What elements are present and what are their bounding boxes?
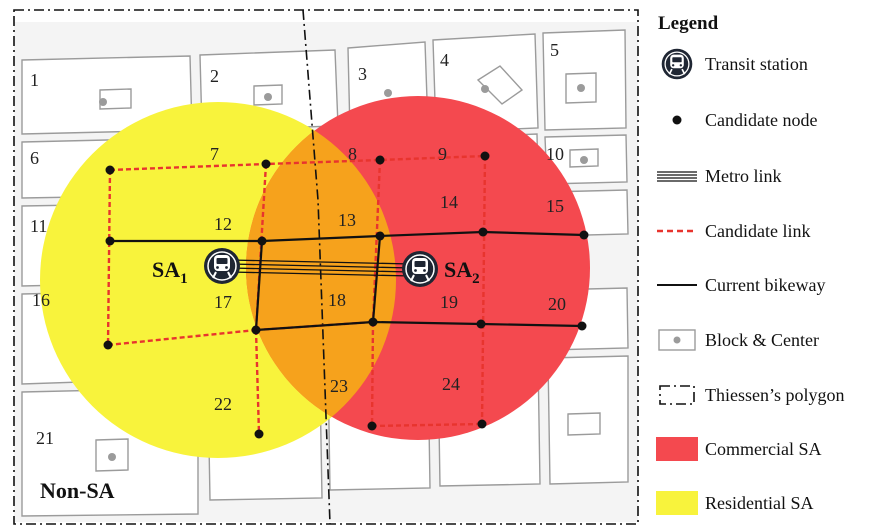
transit-station-icon — [655, 47, 699, 81]
legend-item-block-center: Block & Center — [655, 325, 819, 355]
block-label-9: 9 — [438, 144, 447, 164]
legend-item-label: Thiessen’s polygon — [705, 384, 845, 405]
block-label-4: 4 — [440, 50, 449, 70]
legend-item-candidate-node: Candidate node — [655, 105, 817, 135]
legend-item-current-bikeway: Current bikeway — [655, 270, 825, 300]
legend-item-label: Block & Center — [705, 329, 819, 350]
block-label-5: 5 — [550, 40, 559, 60]
candidate-link-icon — [655, 216, 699, 246]
transit-station-sa2-icon[interactable] — [401, 250, 439, 288]
block-label-20: 20 — [548, 294, 566, 314]
legend-item-residential-sa: Residential SA — [655, 488, 814, 518]
legend-item-commercial-sa: Commercial SA — [655, 434, 821, 464]
station-label-sa2: SA2 — [444, 257, 480, 287]
block-label-23: 23 — [330, 376, 348, 396]
non-sa-label: Non-SA — [40, 478, 115, 503]
block-label-1: 1 — [30, 70, 39, 90]
legend-item-label: Commercial SA — [705, 438, 822, 459]
block-center-icon — [655, 325, 699, 355]
block-label-16: 16 — [32, 290, 50, 310]
sa-overlap-area — [246, 102, 396, 440]
current-bikeway-icon — [655, 270, 699, 300]
thiessen-polygon-icon — [655, 380, 699, 410]
block-label-12: 12 — [214, 214, 232, 234]
block-label-17: 17 — [214, 292, 232, 312]
block-label-8: 8 — [348, 144, 357, 164]
transit-station-sa1-icon[interactable] — [203, 247, 241, 285]
block-label-18: 18 — [328, 290, 346, 310]
block-label-10: 10 — [546, 144, 564, 164]
legend-title: Legend — [658, 13, 719, 34]
block-label-2: 2 — [210, 66, 219, 86]
legend-item-label: Candidate node — [705, 109, 818, 130]
station-label-sa1: SA1 — [152, 257, 188, 287]
residential-sa-swatch — [655, 488, 699, 518]
metro-link-icon — [655, 161, 699, 191]
block-label-24: 24 — [442, 374, 460, 394]
commercial-sa-swatch — [655, 434, 699, 464]
metro-link — [229, 259, 413, 277]
legend: Legend Transit station Candidate node Metr… — [655, 10, 891, 515]
legend-item-metro-link: Metro link — [655, 161, 782, 191]
building-block-4 — [476, 65, 524, 105]
legend-item-label: Metro link — [705, 165, 782, 186]
block-label-21: 21 — [36, 428, 54, 448]
center-box-25 — [567, 412, 601, 436]
block-label-11: 11 — [30, 216, 47, 236]
block-label-14: 14 — [440, 192, 458, 212]
block-label-19: 19 — [440, 292, 458, 312]
current-bikeways — [110, 230, 585, 332]
candidate-nodes — [103, 151, 589, 439]
block-label-15: 15 — [546, 196, 564, 216]
block-label-7: 7 — [210, 144, 219, 164]
legend-item-candidate-link: Candidate link — [655, 216, 810, 246]
block-centers — [99, 84, 588, 461]
candidate-node-icon — [655, 105, 699, 135]
block-label-3: 3 — [358, 64, 367, 84]
block-label-22: 22 — [214, 394, 232, 414]
legend-item-label: Transit station — [705, 53, 808, 74]
legend-item-label: Current bikeway — [705, 274, 826, 295]
legend-item-label: Candidate link — [705, 220, 811, 241]
legend-item-thiessen-polygon: Thiessen’s polygon — [655, 380, 845, 410]
block-label-6: 6 — [30, 148, 39, 168]
thiessen-polygon — [13, 9, 639, 525]
legend-item-label: Residential SA — [705, 492, 814, 513]
legend-item-transit-station: Transit station — [655, 47, 808, 81]
block-label-13: 13 — [338, 210, 356, 230]
